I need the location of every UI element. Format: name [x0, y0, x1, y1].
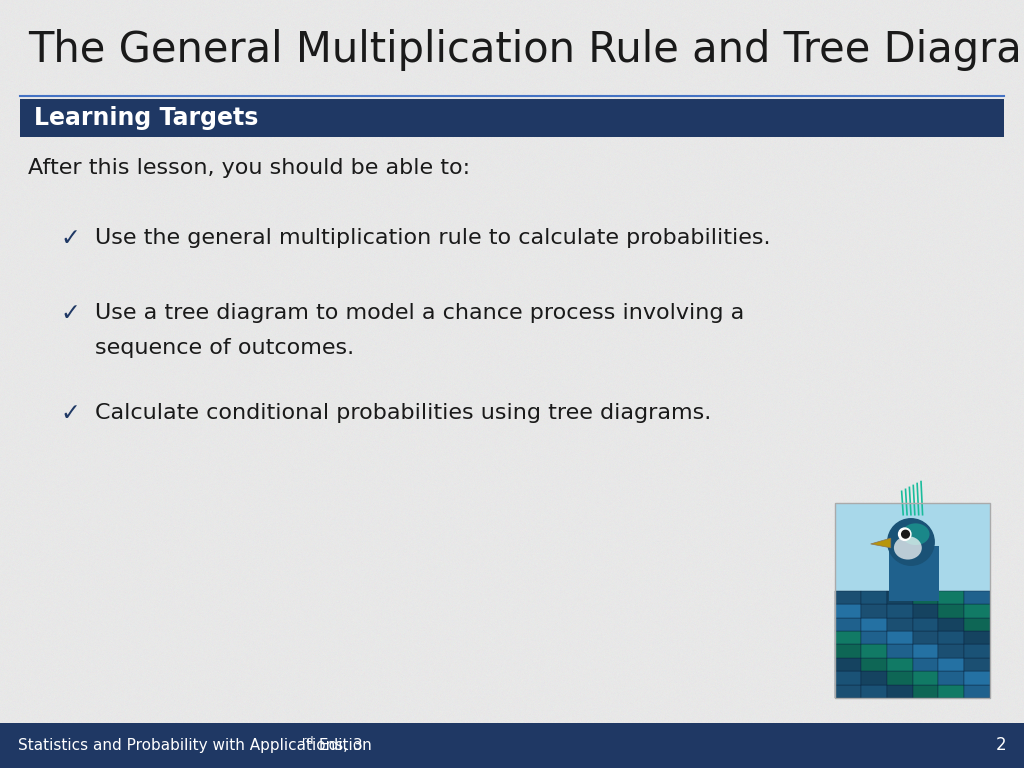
Bar — [835, 671, 861, 684]
Text: Calculate conditional probabilities using tree diagrams.: Calculate conditional probabilities usin… — [95, 403, 712, 423]
Bar — [965, 657, 990, 671]
Bar — [861, 671, 887, 684]
Bar — [938, 617, 965, 631]
Bar — [861, 631, 887, 644]
Polygon shape — [870, 538, 891, 548]
Bar — [912, 604, 938, 617]
Bar — [835, 503, 990, 698]
Bar — [965, 671, 990, 684]
Bar — [887, 591, 912, 604]
Bar — [835, 604, 861, 617]
Bar — [835, 503, 990, 591]
Bar — [912, 644, 938, 657]
Bar — [938, 631, 965, 644]
Bar — [835, 617, 861, 631]
Bar — [938, 591, 965, 604]
Bar — [938, 657, 965, 671]
Bar — [861, 644, 887, 657]
Bar — [887, 604, 912, 617]
Text: ✓: ✓ — [60, 301, 80, 325]
Text: Learning Targets: Learning Targets — [34, 106, 258, 130]
Bar — [912, 657, 938, 671]
Bar — [938, 671, 965, 684]
Bar — [912, 671, 938, 684]
Bar — [835, 631, 861, 644]
Bar — [912, 591, 938, 604]
Bar — [912, 684, 938, 698]
Bar — [965, 684, 990, 698]
Circle shape — [888, 518, 934, 565]
Bar — [965, 631, 990, 644]
Bar — [835, 657, 861, 671]
Bar — [887, 671, 912, 684]
Circle shape — [898, 528, 911, 541]
Text: Use a tree diagram to model a chance process involving a: Use a tree diagram to model a chance pro… — [95, 303, 744, 323]
Bar — [887, 657, 912, 671]
Circle shape — [902, 531, 909, 538]
Bar — [965, 604, 990, 617]
Bar — [861, 684, 887, 698]
Bar — [912, 631, 938, 644]
Text: The General Multiplication Rule and Tree Diagrams: The General Multiplication Rule and Tree… — [28, 29, 1024, 71]
Bar — [938, 604, 965, 617]
Bar — [0, 723, 1024, 768]
Text: sequence of outcomes.: sequence of outcomes. — [95, 338, 354, 358]
Ellipse shape — [894, 536, 922, 560]
Bar — [965, 644, 990, 657]
Bar — [965, 591, 990, 604]
Bar — [861, 591, 887, 604]
Text: Statistics and Probability with Applications, 3: Statistics and Probability with Applicat… — [18, 738, 362, 753]
Text: Use the general multiplication rule to calculate probabilities.: Use the general multiplication rule to c… — [95, 228, 770, 248]
Bar — [835, 684, 861, 698]
Bar — [889, 546, 939, 601]
Ellipse shape — [902, 523, 930, 545]
Bar — [835, 591, 861, 604]
Bar — [887, 631, 912, 644]
Bar — [938, 644, 965, 657]
Text: 2: 2 — [995, 737, 1006, 754]
Bar — [861, 604, 887, 617]
Bar — [938, 684, 965, 698]
Text: ✓: ✓ — [60, 226, 80, 250]
Bar — [861, 617, 887, 631]
Text: ✓: ✓ — [60, 401, 80, 425]
Bar — [835, 591, 990, 698]
Bar — [887, 617, 912, 631]
Bar — [835, 644, 861, 657]
Bar — [887, 644, 912, 657]
Text: Edition: Edition — [314, 738, 372, 753]
Bar — [20, 99, 1004, 137]
Bar — [965, 617, 990, 631]
Bar — [861, 657, 887, 671]
Bar — [912, 617, 938, 631]
Text: rd: rd — [302, 736, 313, 746]
Bar — [887, 684, 912, 698]
Text: After this lesson, you should be able to:: After this lesson, you should be able to… — [28, 158, 470, 178]
